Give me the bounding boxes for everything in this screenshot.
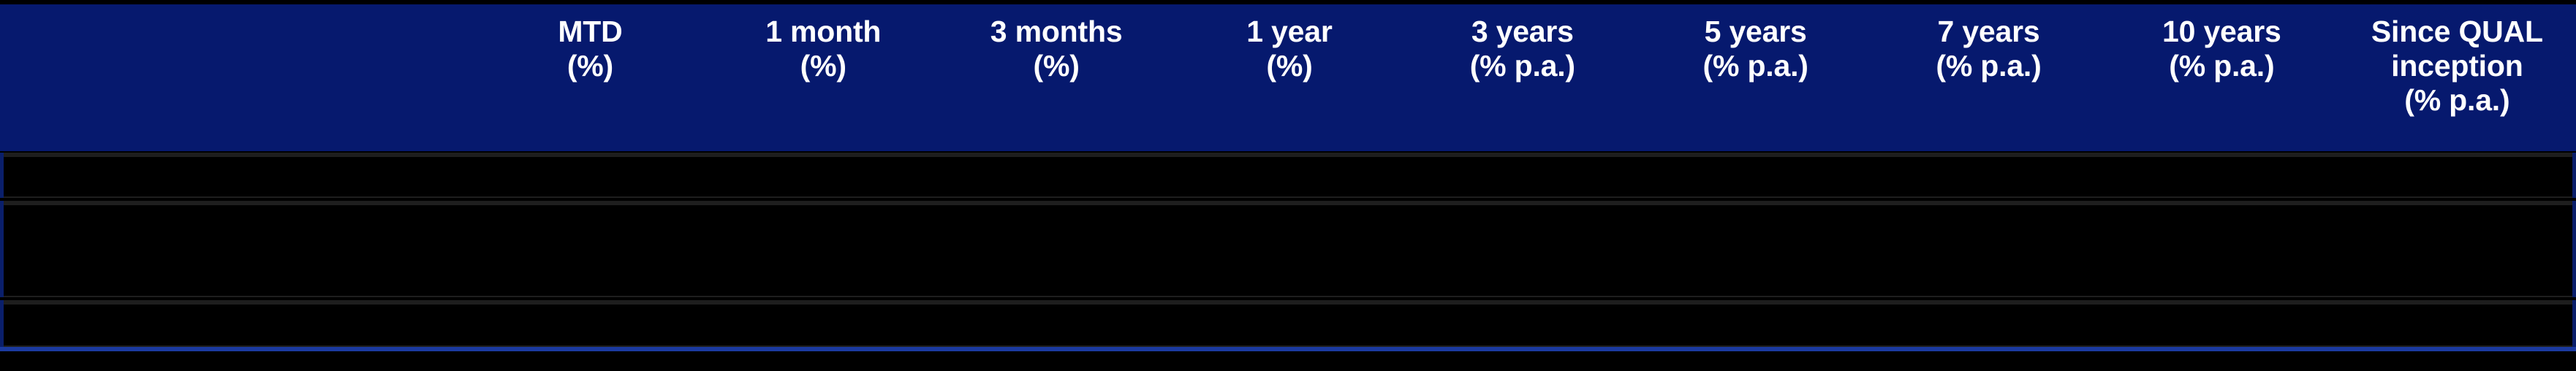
- header-label-column: [0, 4, 474, 151]
- cell-one-year: [1174, 205, 1406, 296]
- column-header-one-month[interactable]: 1 month (%): [707, 4, 940, 151]
- cell-mtd: [477, 305, 710, 345]
- column-header-seven-years[interactable]: 7 years (% p.a.): [1872, 4, 2105, 151]
- column-header-three-years-line2: (% p.a.): [1469, 49, 1575, 83]
- cell-three-years: [1406, 305, 1639, 345]
- cell-seven-years: [1871, 205, 2103, 296]
- column-header-one-year-line1: 1 year: [1246, 15, 1333, 48]
- cell-seven-years: [1871, 305, 2103, 345]
- column-header-ten-years[interactable]: 10 years (% p.a.): [2105, 4, 2338, 151]
- cell-one-month: [710, 205, 942, 296]
- column-header-one-month-line1: 1 month: [765, 15, 882, 48]
- column-header-three-months-line1: 3 months: [990, 15, 1123, 48]
- column-header-one-year[interactable]: 1 year (%): [1173, 4, 1406, 151]
- cell-three-years: [1406, 205, 1639, 296]
- table-bottom-rule: [0, 347, 2576, 351]
- cell-ten-years: [2103, 205, 2336, 296]
- cell-ten-years: [2103, 305, 2336, 345]
- cell-mtd: [477, 157, 710, 196]
- row-label: [4, 305, 477, 345]
- cell-three-months: [942, 157, 1174, 196]
- cell-mtd: [477, 205, 710, 296]
- column-header-five-years-line1: 5 years: [1704, 15, 1807, 48]
- table-header-row: MTD (%) 1 month (%) 3 months (%) 1 year …: [0, 4, 2576, 151]
- column-header-one-month-line2: (%): [800, 49, 846, 83]
- column-header-seven-years-line1: 7 years: [1937, 15, 2040, 48]
- column-header-ten-years-line1: 10 years: [2162, 15, 2281, 48]
- column-header-since-qual-inception-line3: (% p.a.): [2404, 83, 2510, 117]
- column-header-mtd[interactable]: MTD (%): [474, 4, 707, 151]
- column-header-since-qual-inception-line1: Since QUAL: [2371, 15, 2543, 48]
- table-row[interactable]: [0, 153, 2576, 198]
- table-body: [0, 151, 2576, 371]
- table-row[interactable]: [0, 201, 2576, 297]
- header-column-group: MTD (%) 1 month (%) 3 months (%) 1 year …: [474, 4, 2576, 151]
- column-header-three-months[interactable]: 3 months (%): [940, 4, 1173, 151]
- column-header-five-years-line2: (% p.a.): [1702, 49, 1808, 83]
- cell-three-months: [942, 205, 1174, 296]
- column-header-ten-years-line2: (% p.a.): [2169, 49, 2275, 83]
- column-header-since-qual-inception-line2: inception: [2391, 49, 2523, 83]
- column-header-mtd-line1: MTD: [558, 15, 623, 48]
- cell-three-months: [942, 305, 1174, 345]
- cell-one-month: [710, 157, 942, 196]
- cell-one-year: [1174, 157, 1406, 196]
- cell-since-qual-inception: [2336, 305, 2572, 345]
- cell-five-years: [1639, 305, 1871, 345]
- cell-three-years: [1406, 157, 1639, 196]
- cell-one-month: [710, 305, 942, 345]
- column-header-mtd-line2: (%): [567, 49, 613, 83]
- cell-one-year: [1174, 305, 1406, 345]
- cell-seven-years: [1871, 157, 2103, 196]
- column-header-since-qual-inception[interactable]: Since QUAL inception (% p.a.): [2338, 4, 2576, 151]
- row-label: [4, 205, 477, 296]
- top-edge-sliver: [0, 0, 2576, 4]
- column-header-one-year-line2: (%): [1266, 49, 1313, 83]
- column-header-five-years[interactable]: 5 years (% p.a.): [1639, 4, 1872, 151]
- column-header-three-months-line2: (%): [1033, 49, 1080, 83]
- cell-since-qual-inception: [2336, 157, 2572, 196]
- cell-ten-years: [2103, 157, 2336, 196]
- cell-since-qual-inception: [2336, 205, 2572, 296]
- column-header-three-years[interactable]: 3 years (% p.a.): [1406, 4, 1639, 151]
- table-row[interactable]: [0, 300, 2576, 347]
- table-bottom-fill: [0, 351, 2576, 371]
- cell-five-years: [1639, 205, 1871, 296]
- column-header-seven-years-line2: (% p.a.): [1936, 49, 2042, 83]
- row-label: [4, 157, 477, 196]
- cell-five-years: [1639, 157, 1871, 196]
- column-header-three-years-line1: 3 years: [1471, 15, 1574, 48]
